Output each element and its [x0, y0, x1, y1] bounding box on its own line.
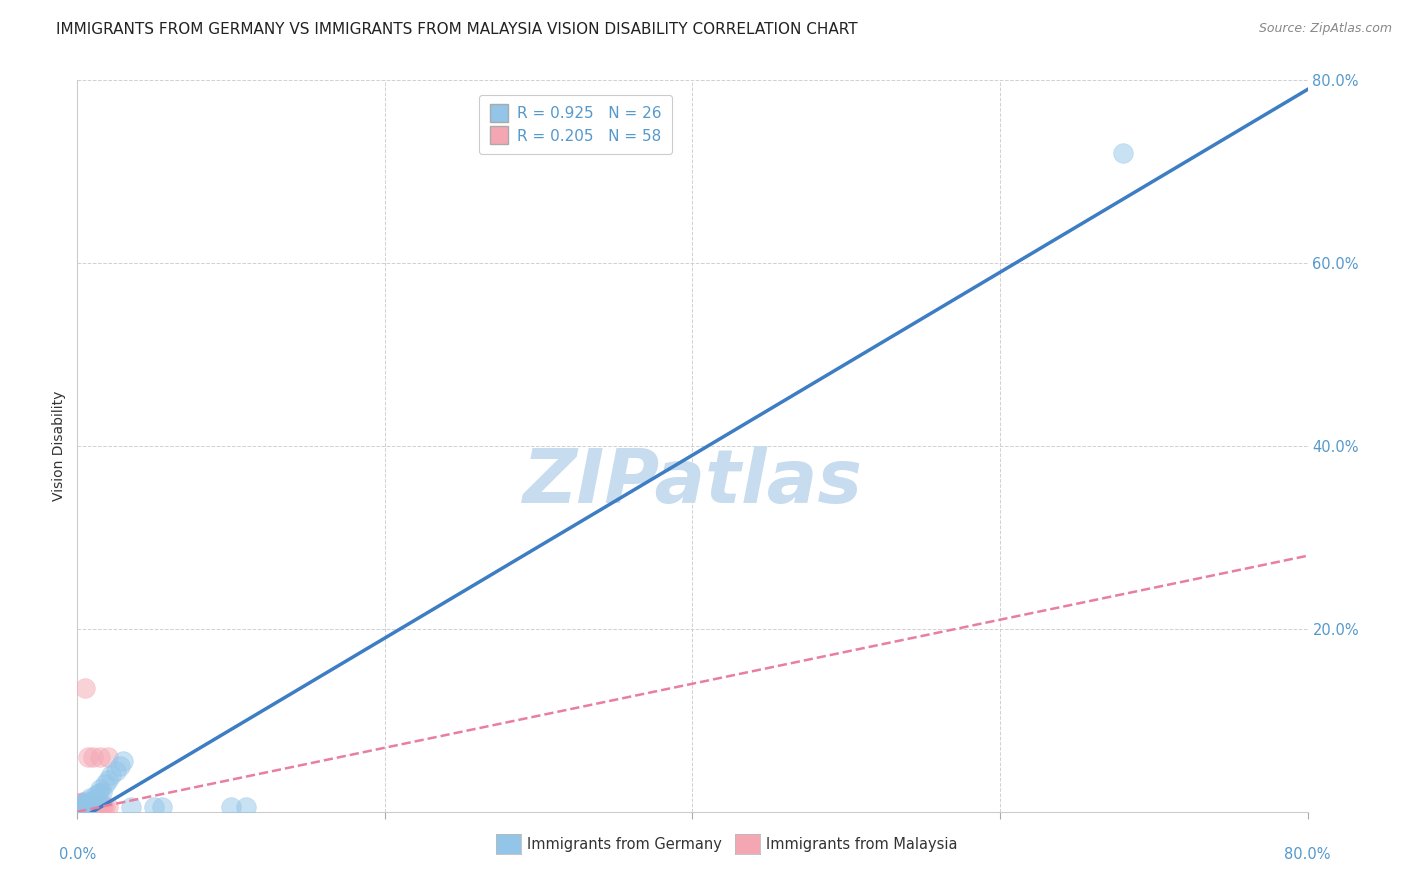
Point [97, 800, 120, 814]
Point [104, 764, 127, 778]
Point [90, 800, 114, 814]
Point [80, 796, 103, 810]
Point [70, 800, 93, 814]
Text: IMMIGRANTS FROM GERMANY VS IMMIGRANTS FROM MALAYSIA VISION DISABILITY CORRELATIO: IMMIGRANTS FROM GERMANY VS IMMIGRANTS FR… [56, 22, 858, 37]
Point [67, 800, 90, 814]
Point [72, 799, 94, 814]
Point [72, 797, 94, 812]
Point [73, 797, 96, 812]
Point [82, 794, 104, 808]
Point [67, 800, 90, 814]
Point [67, 800, 90, 814]
Point [79, 799, 101, 814]
Point [69, 800, 91, 814]
Point [69, 800, 91, 814]
Point [84, 789, 107, 803]
Point [1112, 146, 1135, 161]
Point [110, 759, 132, 773]
Point [73, 798, 96, 813]
Point [70, 799, 93, 814]
Point [72, 796, 94, 810]
Point [82, 749, 104, 764]
Point [84, 800, 107, 814]
Point [97, 749, 120, 764]
Point [67, 800, 90, 814]
Point [84, 799, 107, 814]
Text: 80.0%: 80.0% [1284, 847, 1331, 863]
Point [82, 800, 104, 814]
Point [94, 800, 117, 814]
Point [80, 799, 103, 814]
Point [77, 800, 100, 814]
Point [69, 797, 91, 812]
Point [82, 799, 104, 814]
Point [70, 800, 93, 814]
Point [87, 800, 110, 814]
Point [67, 800, 90, 814]
Text: Immigrants from Germany: Immigrants from Germany [527, 838, 721, 852]
Point [93, 800, 115, 814]
Point [80, 800, 103, 814]
Point [143, 800, 166, 814]
Point [112, 755, 135, 769]
Text: Immigrants from Malaysia: Immigrants from Malaysia [766, 838, 957, 852]
Point [83, 800, 105, 814]
Point [70, 797, 93, 812]
Point [97, 772, 120, 787]
Point [76, 794, 98, 808]
Point [73, 800, 96, 814]
Point [69, 800, 91, 814]
Point [86, 800, 108, 814]
Point [89, 800, 111, 814]
Point [76, 799, 98, 814]
Point [72, 800, 94, 814]
Point [150, 800, 173, 814]
Point [79, 791, 101, 805]
Point [69, 797, 91, 811]
Point [73, 800, 96, 814]
Point [67, 798, 90, 813]
Point [69, 800, 91, 814]
Point [94, 777, 117, 791]
Point [79, 800, 101, 814]
Point [69, 798, 91, 813]
Point [73, 799, 96, 814]
Point [70, 795, 93, 809]
Point [77, 799, 100, 814]
Point [100, 768, 122, 782]
Point [235, 800, 257, 814]
Legend: R = 0.925   N = 26, R = 0.205   N = 58: R = 0.925 N = 26, R = 0.205 N = 58 [478, 95, 672, 154]
Point [120, 800, 142, 814]
Text: ZIPatlas: ZIPatlas [523, 446, 862, 519]
Point [76, 800, 98, 814]
Text: Source: ZipAtlas.com: Source: ZipAtlas.com [1258, 22, 1392, 36]
Point [89, 749, 111, 764]
Point [72, 798, 94, 813]
Point [77, 749, 100, 764]
Y-axis label: Vision Disability: Vision Disability [52, 391, 66, 501]
Point [77, 797, 100, 812]
Point [219, 800, 242, 814]
Point [70, 797, 93, 812]
Point [69, 799, 91, 814]
Point [90, 784, 114, 798]
Point [67, 799, 90, 814]
Point [87, 787, 110, 801]
Text: 0.0%: 0.0% [59, 847, 96, 863]
Point [89, 781, 111, 796]
Point [70, 797, 93, 811]
Point [69, 796, 91, 810]
Point [67, 799, 90, 814]
Point [73, 681, 96, 696]
Point [86, 791, 108, 805]
Point [70, 798, 93, 813]
Point [70, 796, 93, 810]
Point [76, 798, 98, 813]
